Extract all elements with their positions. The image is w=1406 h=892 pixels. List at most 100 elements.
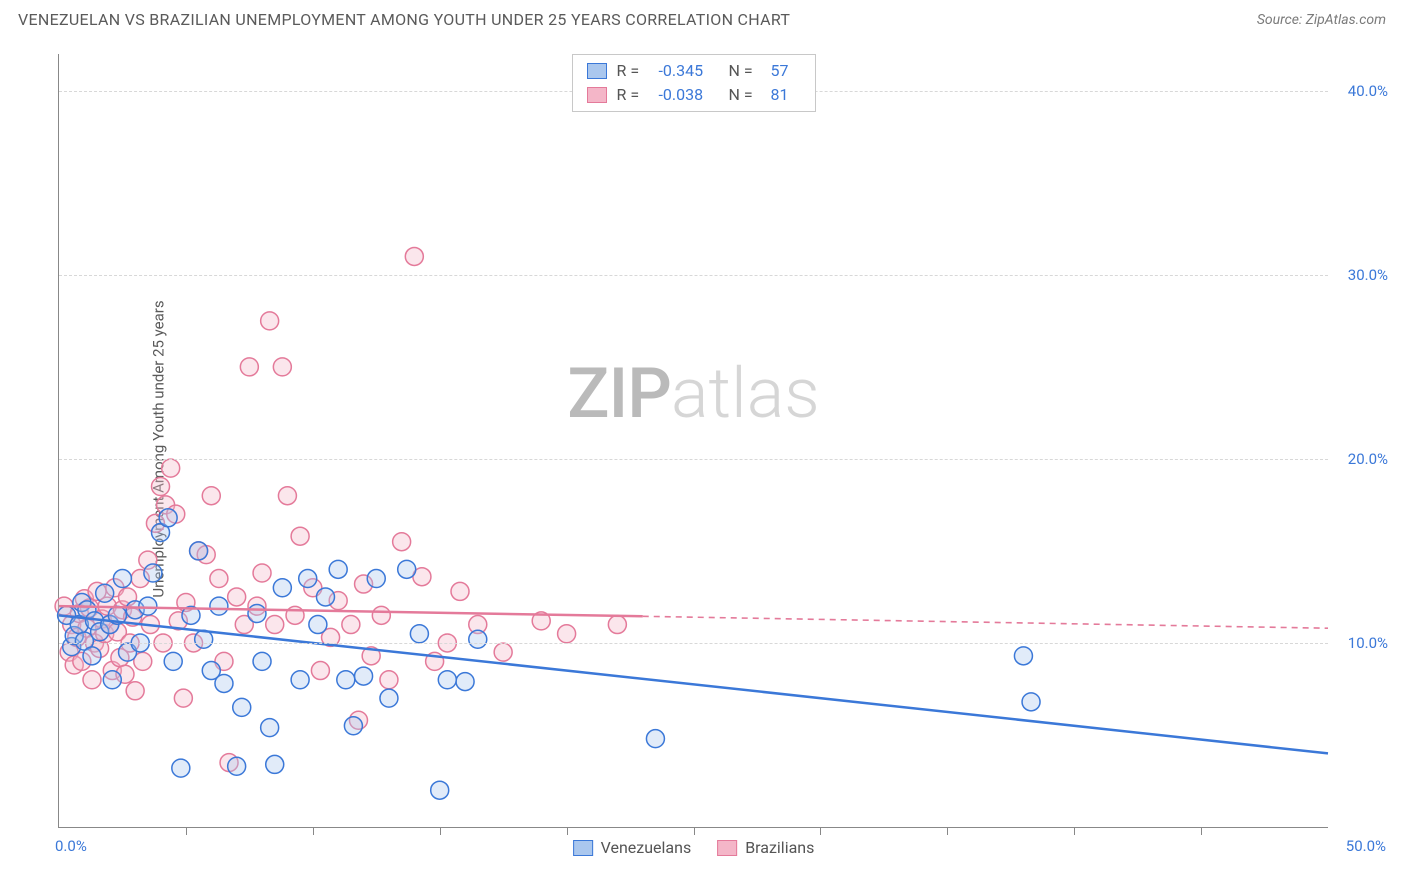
legend-n-value: 57 [771, 59, 801, 83]
data-point [152, 478, 170, 496]
data-point [380, 671, 398, 689]
data-point [202, 487, 220, 505]
data-point [344, 717, 362, 735]
data-point [558, 625, 576, 643]
y-tick-label: 40.0% [1348, 82, 1388, 100]
data-point [113, 570, 131, 588]
data-point [162, 459, 180, 477]
data-point [372, 606, 390, 624]
x-tick [820, 827, 821, 835]
data-point [261, 719, 279, 737]
y-tick-label: 20.0% [1348, 450, 1388, 468]
data-point [174, 689, 192, 707]
data-point [342, 616, 360, 634]
data-point [273, 358, 291, 376]
data-point [311, 662, 329, 680]
data-point [144, 564, 162, 582]
x-tick [313, 827, 314, 835]
data-point [172, 759, 190, 777]
data-point [299, 570, 317, 588]
data-point [393, 533, 411, 551]
legend-series-name: Brazilians [745, 838, 814, 857]
data-point [83, 671, 101, 689]
series-legend: Venezuelans Brazilians [573, 838, 815, 857]
chart-container: Unemployment Among Youth under 25 years … [46, 44, 1392, 854]
gridline [59, 459, 1328, 460]
x-tick [1201, 827, 1202, 835]
data-point [410, 625, 428, 643]
data-point [210, 597, 228, 615]
scatter-plot-area: R =-0.345N =57R =-0.038N =81 ZIPatlas Ve… [58, 54, 1328, 828]
data-point [316, 588, 334, 606]
data-point [273, 579, 291, 597]
x-tick [694, 827, 695, 835]
correlation-legend: R = -0.345 N = 57 R = -0.038 N = 81 [572, 54, 816, 112]
gridline [59, 643, 1328, 644]
data-point [103, 671, 121, 689]
legend-r-label: R = [617, 83, 649, 107]
data-point [215, 674, 233, 692]
x-tick [1074, 827, 1075, 835]
y-tick-label: 30.0% [1348, 266, 1388, 284]
source-label: Source: ZipAtlas.com [1257, 12, 1386, 28]
trend-line-extrapolated [643, 616, 1328, 628]
data-point [96, 584, 114, 602]
x-tick [947, 827, 948, 835]
legend-swatch [587, 87, 607, 103]
legend-item: Venezuelans [573, 838, 692, 857]
data-point [253, 652, 271, 670]
data-point [494, 643, 512, 661]
data-point [355, 667, 373, 685]
data-point [398, 560, 416, 578]
data-point [291, 527, 309, 545]
data-point [469, 630, 487, 648]
legend-row: R = -0.345 N = 57 [587, 59, 801, 83]
x-tick [567, 827, 568, 835]
data-point [367, 570, 385, 588]
data-point [291, 671, 309, 689]
data-point [248, 605, 266, 623]
legend-swatch [573, 840, 593, 856]
legend-item: Brazilians [717, 838, 814, 857]
legend-swatch [717, 840, 737, 856]
chart-title: VENEZUELAN VS BRAZILIAN UNEMPLOYMENT AMO… [18, 10, 790, 29]
trend-line [59, 615, 1328, 753]
legend-series-name: Venezuelans [601, 838, 692, 857]
data-point [438, 671, 456, 689]
legend-row: R = -0.038 N = 81 [587, 83, 801, 107]
data-point [608, 616, 626, 634]
data-point [1014, 647, 1032, 665]
data-point [451, 582, 469, 600]
x-tick-label: 0.0% [55, 837, 87, 855]
legend-r-label: R = [617, 59, 649, 83]
data-point [190, 542, 208, 560]
data-point [431, 781, 449, 799]
x-tick [440, 827, 441, 835]
data-point [266, 755, 284, 773]
legend-r-value: -0.345 [659, 59, 719, 83]
data-point [380, 689, 398, 707]
legend-n-value: 81 [771, 83, 801, 107]
data-point [309, 616, 327, 634]
data-point [456, 673, 474, 691]
legend-swatch [587, 63, 607, 79]
data-point [278, 487, 296, 505]
y-tick-label: 10.0% [1348, 634, 1388, 652]
data-point [253, 564, 271, 582]
data-point [646, 730, 664, 748]
data-point [261, 312, 279, 330]
gridline [59, 275, 1328, 276]
data-point [210, 570, 228, 588]
data-point [164, 652, 182, 670]
data-point [228, 588, 246, 606]
plot-svg [59, 54, 1328, 827]
data-point [233, 698, 251, 716]
legend-r-value: -0.038 [659, 83, 719, 107]
legend-n-label: N = [729, 83, 761, 107]
x-tick [186, 827, 187, 835]
legend-n-label: N = [729, 59, 761, 83]
x-tick-label: 50.0% [1346, 837, 1386, 855]
data-point [83, 647, 101, 665]
data-point [139, 597, 157, 615]
data-point [126, 682, 144, 700]
